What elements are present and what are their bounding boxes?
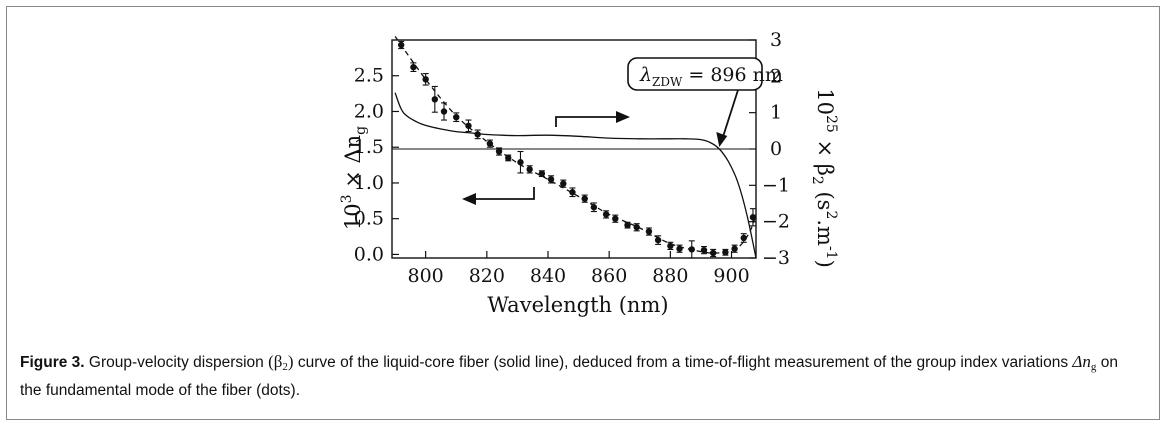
data-point: [749, 214, 757, 221]
zdw-arrow-head: [716, 132, 728, 147]
y-left-tick-label: 0.5: [354, 208, 384, 230]
data-point: [560, 180, 567, 187]
data-point: [517, 159, 524, 166]
axis-ticks: 800 820 840 860 880 900 0.0 0.5 1.0 1.5 2.0 2.5 3 2 1 0…: [354, 29, 790, 287]
x-tick-label: 860: [591, 265, 627, 287]
arrow-left-shaft: [472, 187, 535, 200]
arrow-right-shaft: [555, 116, 620, 127]
data-point: [688, 246, 695, 253]
caption-label: Figure 3.: [20, 354, 85, 371]
caption-text-3: on the fundamental mode of the fiber (do…: [20, 354, 1118, 399]
beta2-curve: [394, 92, 756, 258]
data-point: [453, 113, 460, 121]
zdw-label-box: [627, 57, 763, 91]
y-left-tick-label: 2.5: [354, 65, 384, 87]
y-right-tick-label: 3: [770, 29, 782, 51]
x-tick-label: 820: [469, 265, 505, 287]
data-series: [392, 36, 757, 259]
data-point: [431, 96, 439, 103]
zdw-arrow-shaft: [721, 89, 739, 140]
y-right-tick-label: −1: [762, 174, 790, 196]
data-point: [654, 236, 662, 244]
data-point: [590, 204, 598, 211]
data-point: [633, 224, 640, 231]
caption-text-1: Group-velocity dispersion: [84, 354, 269, 371]
figure-frame: [6, 6, 1160, 420]
arrow-left-head: [462, 193, 476, 205]
data-point: [495, 148, 503, 155]
caption-beta: (β2): [268, 352, 294, 373]
data-point: [538, 170, 546, 177]
y-right-tick-label: 1: [770, 102, 782, 124]
data-point: [731, 245, 738, 252]
x-tick-label: 840: [530, 265, 566, 287]
data-point: [422, 76, 429, 83]
data-point: [581, 195, 588, 202]
caption-dn: Δng: [1072, 352, 1097, 373]
data-point: [709, 249, 717, 257]
x-axis-label: Wavelength (nm): [487, 293, 668, 317]
chart: 800 820 840 860 880 9000.00.51.01.52.02.53210…: [339, 29, 839, 317]
data-point: [526, 166, 533, 173]
data-point: [700, 246, 708, 254]
y-right-tick-label: 2: [770, 65, 782, 87]
data-point: [667, 242, 674, 250]
data-point: [486, 140, 494, 147]
y-right-tick-label: 0: [770, 138, 782, 160]
zdw-callout: λZDW = 896 nm: [627, 57, 783, 91]
arrow-right-head: [616, 111, 630, 123]
x-tick-label: 800: [408, 265, 444, 287]
data-point: [440, 108, 448, 115]
data-point: [612, 215, 619, 222]
annotations: [462, 89, 739, 205]
data-point: [474, 131, 481, 138]
data-point: [676, 245, 683, 252]
zdw-label: λZDW = 896 nm: [639, 64, 783, 89]
data-point: [645, 228, 653, 235]
y-left-tick-label: 1.5: [354, 136, 384, 158]
x-tick-label: 900: [713, 265, 749, 287]
data-point: [465, 122, 472, 129]
y-left-axis-label: 103 × Δng: [339, 126, 369, 230]
data-point: [505, 154, 512, 162]
data-point: [624, 221, 631, 229]
x-tick-label: 880: [652, 265, 688, 287]
y-left-tick-label: 0.0: [354, 243, 384, 265]
data-point: [569, 189, 576, 196]
data-point: [410, 63, 417, 71]
figure-caption: Figure 3. Group-velocity dispersion (β2)…: [20, 350, 1140, 403]
data-point: [397, 41, 405, 49]
data-point: [547, 176, 555, 183]
data-point: [722, 249, 729, 256]
y-left-tick-label: 2.0: [354, 100, 384, 122]
data-point: [740, 234, 747, 242]
data-point: [602, 211, 610, 218]
caption-text-2: curve of the liquid-core fiber (solid li…: [293, 354, 1073, 371]
y-right-tick-label: −2: [762, 211, 790, 233]
y-right-tick-label: −3: [762, 247, 790, 269]
y-right-axis-label: 1025 × β2 (s2.m-1): [809, 88, 839, 268]
y-left-tick-label: 1.0: [354, 172, 384, 194]
